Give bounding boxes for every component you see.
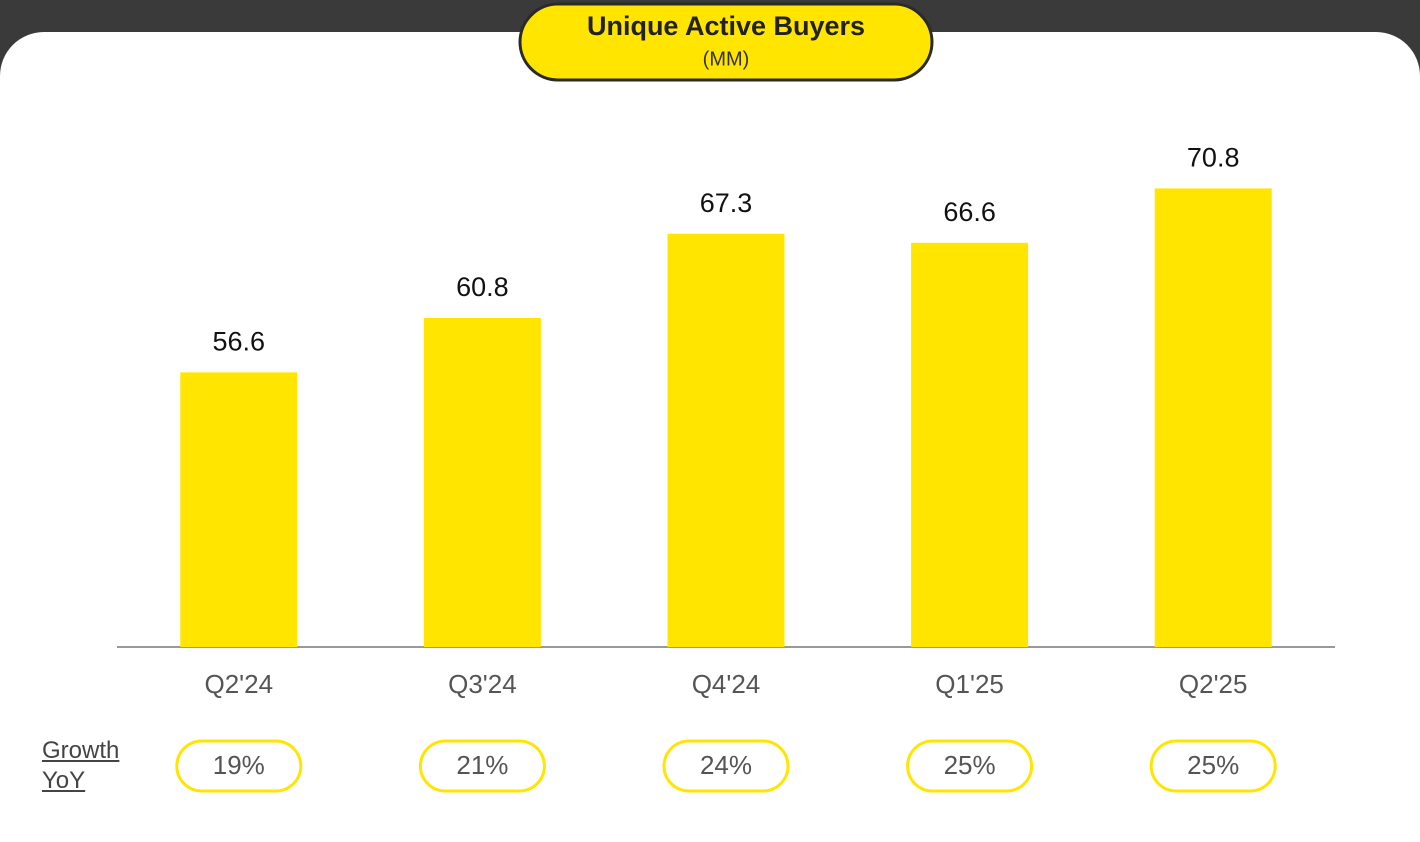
- growth-value: 24%: [700, 750, 752, 780]
- chart-title: Unique Active Buyers: [587, 11, 865, 41]
- growth-pill: [175, 739, 303, 793]
- value-label: 70.8: [1187, 143, 1240, 173]
- x-tick-label: Q1'25: [935, 669, 1004, 699]
- growth-value: 25%: [1187, 750, 1239, 780]
- x-tick-label: Q4'24: [692, 669, 761, 699]
- growth-pill: [1149, 739, 1277, 793]
- title-pill: [518, 2, 934, 82]
- x-tick-label: Q3'24: [448, 669, 517, 699]
- chart-subtitle: (MM): [703, 48, 750, 70]
- bar: [1154, 188, 1272, 647]
- value-label: 66.6: [943, 197, 996, 227]
- x-tick-label: Q2'24: [205, 669, 274, 699]
- x-tick-label: Q2'25: [1179, 669, 1248, 699]
- bar: [180, 372, 298, 647]
- growth-value: 25%: [944, 750, 996, 780]
- growth-label: Growth YoY: [42, 737, 120, 794]
- growth-pill: [418, 739, 546, 793]
- growth-value: 21%: [456, 750, 508, 780]
- value-label: 56.6: [213, 326, 266, 356]
- bar: [911, 242, 1029, 647]
- bar: [423, 317, 541, 647]
- value-label: 67.3: [700, 188, 753, 218]
- growth-value: 19%: [213, 750, 265, 780]
- bar: [667, 233, 785, 647]
- value-label: 60.8: [456, 272, 509, 302]
- growth-pill: [906, 739, 1034, 793]
- growth-pill: [662, 739, 790, 793]
